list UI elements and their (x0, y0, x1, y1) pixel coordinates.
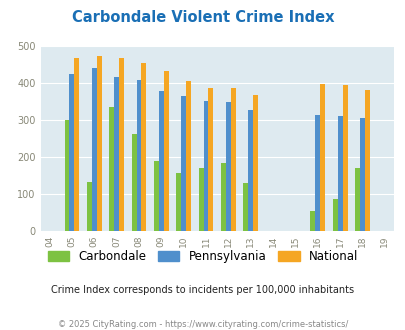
Bar (185, 81, 191, 231)
Bar (109, 107, 114, 231)
Bar (225, 102, 230, 231)
Bar (230, 88, 235, 231)
Bar (332, 199, 337, 231)
Bar (203, 101, 208, 231)
Bar (74, 58, 79, 231)
Bar (315, 115, 320, 231)
Bar (253, 95, 258, 231)
Bar (92, 68, 96, 231)
Bar (181, 96, 185, 231)
Bar (342, 85, 347, 231)
Bar (114, 77, 119, 231)
Legend: Carbondale, Pennsylvania, National: Carbondale, Pennsylvania, National (43, 245, 362, 268)
Bar (198, 168, 203, 231)
Bar (136, 80, 141, 231)
Bar (158, 91, 163, 231)
Text: Crime Index corresponds to incidents per 100,000 inhabitants: Crime Index corresponds to incidents per… (51, 285, 354, 295)
Bar (310, 212, 315, 231)
Bar (208, 88, 213, 231)
Bar (243, 183, 248, 231)
Bar (141, 63, 146, 231)
Bar (354, 168, 359, 231)
Bar (131, 134, 136, 231)
Bar (337, 116, 342, 231)
Bar (119, 58, 124, 231)
Bar (87, 182, 92, 231)
Bar (64, 120, 69, 231)
Bar (163, 71, 168, 231)
Bar (359, 118, 364, 231)
Bar (153, 161, 158, 231)
Bar (176, 173, 181, 231)
Bar (96, 56, 101, 231)
Text: © 2025 CityRating.com - https://www.cityrating.com/crime-statistics/: © 2025 CityRating.com - https://www.city… (58, 320, 347, 329)
Bar (364, 90, 369, 231)
Bar (69, 74, 74, 231)
Bar (220, 163, 225, 231)
Bar (320, 84, 324, 231)
Bar (248, 110, 253, 231)
Text: Carbondale Violent Crime Index: Carbondale Violent Crime Index (72, 10, 333, 25)
